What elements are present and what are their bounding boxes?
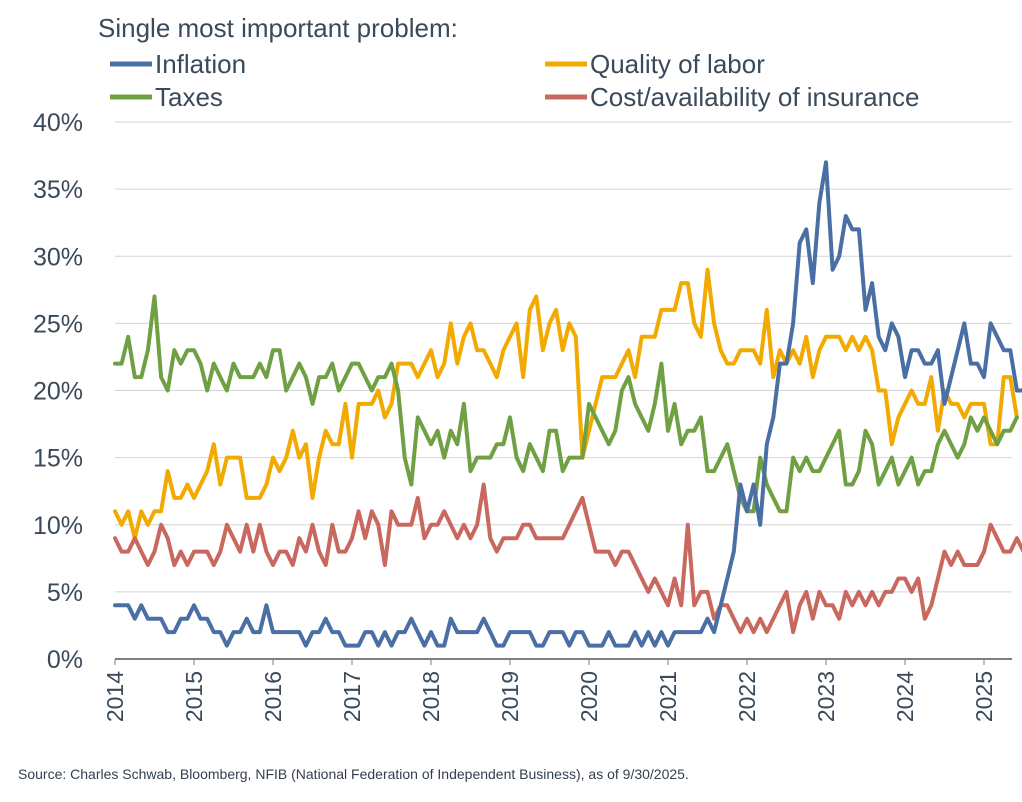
y-tick-label: 15%	[33, 445, 83, 473]
y-axis: 0% 5% 10% 15% 20% 25% 30% 35% 40%	[33, 109, 83, 674]
plot-area	[113, 160, 1022, 648]
y-tick-label: 20%	[33, 378, 83, 406]
x-tick-label: 2019	[497, 671, 523, 722]
legend-label: Taxes	[155, 82, 223, 112]
x-tick-label: 2020	[576, 671, 602, 722]
legend-item: Cost/availability of insurance	[545, 82, 920, 112]
y-tick-label: 0%	[47, 646, 83, 674]
x-tick-label: 2024	[892, 671, 918, 722]
x-tick-label: 2022	[734, 671, 760, 722]
y-tick-label: 25%	[33, 310, 83, 338]
legend: Inflation Quality of labor Taxes Cost/avail…	[110, 49, 920, 112]
legend-item: Taxes	[110, 82, 223, 112]
x-tick-label: 2025	[971, 671, 997, 722]
series-line-quality-of-labor	[113, 267, 1019, 541]
x-axis: 2014 2015 2016 2017 2018 2019 2020 2021 2022 2023…	[102, 658, 1012, 722]
series-line-inflation	[113, 160, 1022, 648]
x-tick-label: 2017	[339, 671, 365, 722]
legend-label: Quality of labor	[590, 49, 765, 79]
x-tick-label: 2023	[813, 671, 839, 722]
x-tick-label: 2018	[418, 671, 444, 722]
legend-label: Cost/availability of insurance	[590, 82, 920, 112]
legend-item: Inflation	[110, 49, 246, 79]
y-tick-label: 35%	[33, 176, 83, 204]
x-tick-label: 2014	[102, 671, 128, 722]
x-tick-label: 2016	[260, 671, 286, 722]
legend-title: Single most important problem:	[98, 13, 458, 43]
legend-label: Inflation	[155, 49, 246, 79]
series-line-cost-availability-of-insurance	[113, 482, 1022, 635]
gridlines	[115, 121, 1012, 593]
source-note: Source: Charles Schwab, Bloomberg, NFIB …	[18, 766, 689, 782]
y-tick-label: 5%	[47, 579, 83, 607]
y-tick-label: 30%	[33, 243, 83, 271]
x-tick-label: 2021	[655, 671, 681, 722]
y-tick-label: 40%	[33, 109, 83, 137]
x-tick-label: 2015	[181, 671, 207, 722]
series-line-taxes	[113, 294, 1019, 514]
y-tick-label: 10%	[33, 512, 83, 540]
line-chart: Single most important problem: Inflation…	[33, 13, 1022, 722]
legend-item: Quality of labor	[545, 49, 765, 79]
